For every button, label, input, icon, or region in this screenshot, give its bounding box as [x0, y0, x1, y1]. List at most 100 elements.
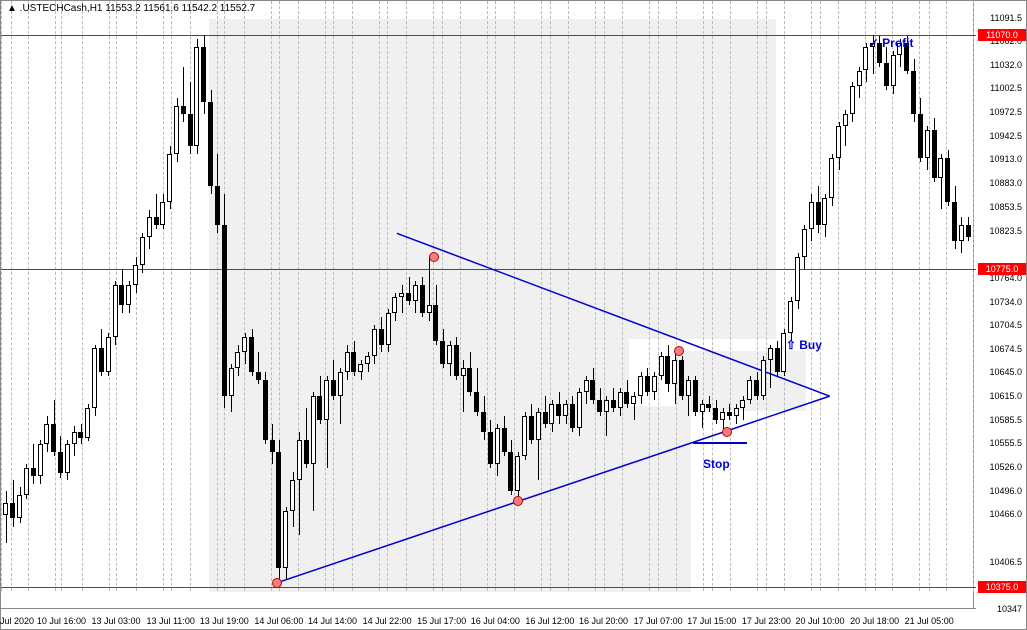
- candle-body[interactable]: [563, 404, 568, 416]
- candle-body[interactable]: [147, 217, 152, 237]
- candle-body[interactable]: [836, 126, 841, 158]
- candle-body[interactable]: [3, 503, 8, 515]
- candle-body[interactable]: [679, 360, 684, 396]
- candle-body[interactable]: [829, 158, 834, 198]
- candle-body[interactable]: [727, 412, 732, 416]
- candle-body[interactable]: [843, 114, 848, 126]
- candle-body[interactable]: [556, 404, 561, 416]
- candle-body[interactable]: [740, 400, 745, 408]
- candle-body[interactable]: [945, 158, 950, 202]
- candle-body[interactable]: [133, 265, 138, 285]
- pivot-dot[interactable]: [674, 346, 684, 356]
- candle-body[interactable]: [160, 202, 165, 226]
- candle-body[interactable]: [631, 396, 636, 404]
- candle-body[interactable]: [549, 404, 554, 424]
- candle-body[interactable]: [659, 356, 664, 376]
- candle-body[interactable]: [433, 305, 438, 341]
- candle-body[interactable]: [959, 225, 964, 241]
- candle-body[interactable]: [338, 372, 343, 396]
- candle-body[interactable]: [747, 380, 752, 400]
- candle-body[interactable]: [92, 348, 97, 408]
- candle-body[interactable]: [502, 428, 507, 452]
- pivot-dot[interactable]: [429, 252, 439, 262]
- candle-body[interactable]: [809, 202, 814, 230]
- candle-body[interactable]: [154, 217, 159, 225]
- candle-body[interactable]: [918, 114, 923, 158]
- candle-body[interactable]: [78, 432, 83, 438]
- candle-body[interactable]: [10, 503, 15, 517]
- candle-body[interactable]: [440, 341, 445, 365]
- candle-body[interactable]: [857, 71, 862, 87]
- candle-body[interactable]: [611, 400, 616, 408]
- candle-body[interactable]: [754, 380, 759, 396]
- candle-body[interactable]: [932, 130, 937, 178]
- candle-body[interactable]: [686, 380, 691, 396]
- candle-body[interactable]: [119, 285, 124, 305]
- candle-body[interactable]: [65, 444, 70, 473]
- candle-body[interactable]: [447, 345, 452, 365]
- candle-body[interactable]: [379, 329, 384, 345]
- candle-body[interactable]: [24, 468, 29, 496]
- candle-body[interactable]: [174, 106, 179, 154]
- candle-body[interactable]: [263, 380, 268, 440]
- candle-body[interactable]: [495, 428, 500, 464]
- candle-body[interactable]: [31, 468, 36, 476]
- candle-body[interactable]: [775, 348, 780, 372]
- candle-body[interactable]: [372, 329, 377, 357]
- candle-body[interactable]: [276, 452, 281, 569]
- candle-body[interactable]: [311, 396, 316, 464]
- candle-body[interactable]: [201, 47, 206, 103]
- candle-body[interactable]: [925, 130, 930, 158]
- candle-body[interactable]: [802, 229, 807, 257]
- candle-body[interactable]: [761, 360, 766, 396]
- candle-body[interactable]: [706, 404, 711, 408]
- candle-body[interactable]: [570, 404, 575, 428]
- candle-body[interactable]: [863, 47, 868, 71]
- candle-body[interactable]: [392, 297, 397, 313]
- candle-body[interactable]: [126, 285, 131, 305]
- candle-body[interactable]: [508, 452, 513, 492]
- candle-body[interactable]: [181, 106, 186, 114]
- candle-body[interactable]: [618, 392, 623, 408]
- candle-body[interactable]: [140, 237, 145, 265]
- candle-body[interactable]: [256, 372, 261, 380]
- candle-body[interactable]: [672, 360, 677, 384]
- candle-body[interactable]: [713, 408, 718, 420]
- candle-body[interactable]: [638, 376, 643, 396]
- candle-body[interactable]: [700, 404, 705, 412]
- candle-body[interactable]: [891, 55, 896, 87]
- candle-body[interactable]: [317, 396, 322, 420]
- candle-body[interactable]: [365, 356, 370, 364]
- candle-body[interactable]: [590, 380, 595, 400]
- candle-body[interactable]: [720, 412, 725, 420]
- candle-body[interactable]: [283, 511, 288, 568]
- candle-body[interactable]: [208, 102, 213, 185]
- candle-body[interactable]: [420, 285, 425, 313]
- candle-body[interactable]: [17, 495, 22, 517]
- candle-body[interactable]: [481, 412, 486, 432]
- candle-body[interactable]: [413, 285, 418, 301]
- candle-body[interactable]: [597, 400, 602, 412]
- candle-body[interactable]: [604, 400, 609, 412]
- candle-body[interactable]: [624, 392, 629, 404]
- stop-line[interactable]: [693, 442, 747, 444]
- candle-body[interactable]: [297, 440, 302, 480]
- candle-body[interactable]: [645, 376, 650, 392]
- candle-body[interactable]: [351, 352, 356, 372]
- pivot-dot[interactable]: [722, 427, 732, 437]
- pivot-dot[interactable]: [272, 578, 282, 588]
- candle-body[interactable]: [795, 257, 800, 301]
- candle-body[interactable]: [406, 293, 411, 301]
- candle-body[interactable]: [467, 368, 472, 392]
- candle-body[interactable]: [99, 348, 104, 372]
- candle-body[interactable]: [734, 408, 739, 416]
- trendline-lower[interactable]: [277, 396, 830, 583]
- candle-body[interactable]: [454, 345, 459, 377]
- candle-body[interactable]: [461, 368, 466, 376]
- candle-body[interactable]: [235, 352, 240, 368]
- candle-body[interactable]: [58, 452, 63, 473]
- candle-body[interactable]: [51, 424, 56, 452]
- candle-body[interactable]: [290, 480, 295, 512]
- candle-body[interactable]: [822, 198, 827, 226]
- candle-body[interactable]: [44, 424, 49, 444]
